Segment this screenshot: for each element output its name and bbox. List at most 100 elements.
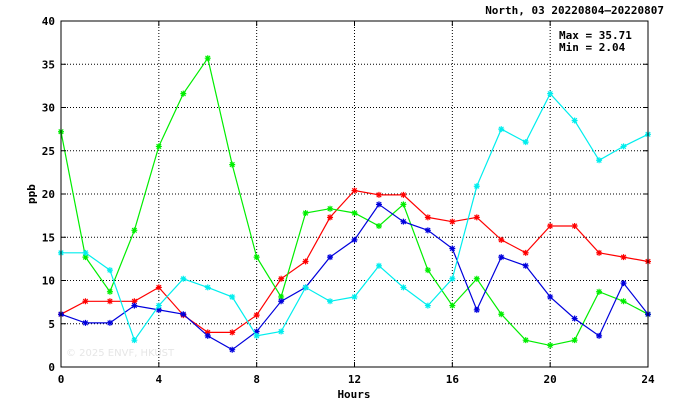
data-point	[278, 275, 285, 282]
y-tick-label: 10	[42, 275, 55, 288]
data-point	[155, 284, 162, 291]
series-layer	[58, 55, 651, 353]
data-point	[351, 293, 358, 300]
y-tick-label: 20	[42, 188, 55, 201]
data-point	[400, 191, 407, 198]
data-point	[278, 298, 285, 305]
data-point	[375, 191, 382, 198]
data-point	[400, 284, 407, 291]
data-point	[204, 284, 211, 291]
watermark: © 2025 ENVF, HKUST	[66, 348, 175, 359]
data-point	[449, 275, 456, 282]
data-point	[547, 342, 554, 349]
data-point	[82, 254, 89, 261]
data-point	[82, 319, 89, 326]
data-point	[106, 267, 113, 274]
data-point	[620, 298, 627, 305]
data-point	[473, 275, 480, 282]
data-point	[522, 139, 529, 146]
data-point	[620, 280, 627, 287]
data-point	[131, 337, 138, 344]
data-point	[547, 90, 554, 97]
data-point	[82, 298, 89, 305]
data-point	[424, 267, 431, 274]
data-point	[302, 284, 309, 291]
data-point	[82, 249, 89, 256]
data-point	[229, 346, 236, 353]
data-point	[375, 223, 382, 230]
data-point	[400, 218, 407, 225]
data-point	[498, 254, 505, 261]
data-point	[180, 311, 187, 318]
data-point	[253, 312, 260, 319]
tick-layer: 0 5 10 15 20 25 30 35 40 0 4 8 12 16 20 24	[42, 15, 655, 386]
data-point	[278, 293, 285, 300]
data-point	[229, 293, 236, 300]
min-label: Min = 2.04	[559, 41, 626, 54]
data-point	[522, 249, 529, 256]
data-point	[106, 298, 113, 305]
data-point	[278, 328, 285, 335]
data-point	[522, 337, 529, 344]
data-point	[253, 328, 260, 335]
data-point	[596, 332, 603, 339]
data-point	[571, 117, 578, 124]
data-point	[302, 258, 309, 265]
data-point	[424, 302, 431, 309]
y-tick-label: 35	[42, 58, 55, 71]
data-point	[327, 214, 334, 221]
data-point	[424, 227, 431, 234]
data-point	[571, 315, 578, 322]
y-tick-label: 15	[42, 231, 55, 244]
x-tick-label: 4	[156, 373, 163, 386]
data-point	[473, 306, 480, 313]
data-point	[253, 254, 260, 261]
data-point	[106, 288, 113, 295]
data-point	[424, 214, 431, 221]
grid-lines	[61, 21, 648, 367]
data-point	[498, 311, 505, 318]
data-point	[180, 90, 187, 97]
data-point	[229, 329, 236, 336]
x-tick-label: 20	[544, 373, 557, 386]
data-point	[155, 306, 162, 313]
x-tick-label: 8	[253, 373, 260, 386]
y-tick-label: 25	[42, 145, 55, 158]
data-point	[204, 55, 211, 62]
data-point	[204, 329, 211, 336]
y-tick-label: 30	[42, 102, 55, 115]
data-point	[302, 210, 309, 217]
data-point	[106, 319, 113, 326]
y-tick-label: 0	[48, 361, 55, 374]
series-2	[58, 55, 651, 349]
chart-title: North, 03 20220804–20220807	[485, 4, 664, 17]
data-point	[400, 201, 407, 208]
data-point	[131, 227, 138, 234]
data-point	[449, 218, 456, 225]
data-point	[131, 302, 138, 309]
data-point	[229, 161, 236, 168]
data-point	[498, 126, 505, 133]
data-point	[620, 254, 627, 261]
data-point	[131, 298, 138, 305]
data-point	[351, 236, 358, 243]
data-point	[253, 332, 260, 339]
data-point	[547, 293, 554, 300]
x-tick-label: 24	[641, 373, 655, 386]
data-point	[449, 302, 456, 309]
data-point	[547, 223, 554, 230]
data-point	[155, 143, 162, 150]
x-tick-label: 12	[348, 373, 361, 386]
data-point	[327, 205, 334, 212]
x-tick-label: 16	[446, 373, 460, 386]
data-point	[571, 337, 578, 344]
data-point	[473, 183, 480, 190]
max-label: Max = 35.71	[559, 29, 632, 42]
data-point	[522, 262, 529, 269]
series-3	[58, 201, 651, 353]
data-point	[351, 187, 358, 194]
data-point	[351, 210, 358, 217]
data-point	[375, 262, 382, 269]
